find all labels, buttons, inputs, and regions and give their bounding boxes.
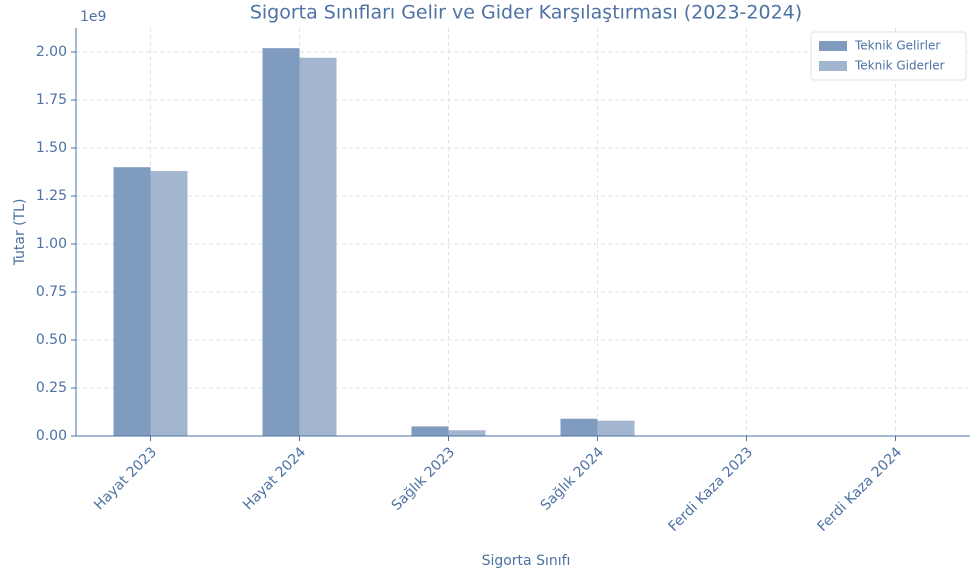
y-tick-label: 0.00 (36, 428, 67, 444)
bar (113, 167, 151, 436)
y-tick-label: 1.00 (36, 236, 67, 252)
y-tick-label: 2.00 (36, 44, 67, 60)
y-tick-label: 1.25 (36, 188, 67, 204)
x-tick-label: Ferdi Kaza 2023 (666, 444, 757, 535)
x-tick-label: Hayat 2024 (240, 444, 309, 513)
y-tick-label: 1.50 (36, 140, 67, 156)
legend-swatch (819, 61, 847, 71)
x-axis-label: Sigorta Sınıfı (482, 553, 571, 569)
y-tick-label: 1.75 (36, 92, 67, 108)
bar (597, 420, 635, 436)
bar (262, 48, 300, 436)
y-tick-label: 0.50 (36, 332, 67, 348)
bar (299, 57, 337, 436)
axis-offset: 1e9 (80, 9, 106, 25)
x-tick-label: Sağlık 2024 (538, 444, 608, 514)
legend-box (810, 31, 967, 81)
x-tick-label: Hayat 2023 (91, 444, 160, 513)
bar (411, 426, 449, 436)
y-axis-label: Tutar (TL) (12, 199, 28, 267)
chart-title: Sigorta Sınıfları Gelir ve Gider Karşıla… (250, 2, 802, 24)
bar (150, 171, 188, 437)
bar (560, 418, 598, 436)
y-tick-label: 0.75 (36, 284, 67, 300)
legend-label: Teknik Giderler (854, 59, 945, 73)
y-tick-label: 0.25 (36, 380, 67, 396)
bar (448, 430, 486, 436)
legend-swatch (819, 41, 847, 51)
legend-label: Teknik Gelirler (854, 39, 940, 53)
x-tick-label: Ferdi Kaza 2024 (815, 444, 906, 535)
x-tick-label: Sağlık 2023 (389, 444, 459, 514)
